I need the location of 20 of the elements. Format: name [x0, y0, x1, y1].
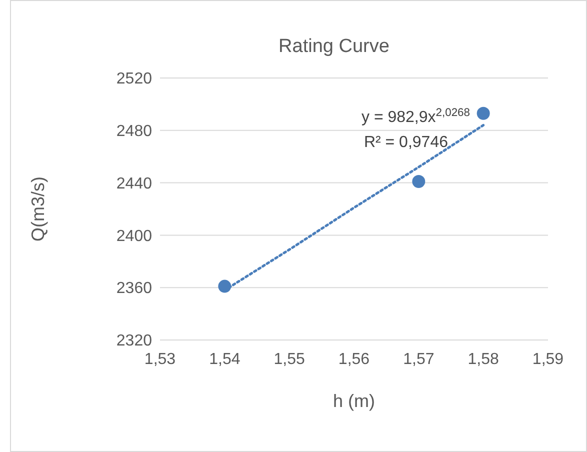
x-tick-label: 1,56 [338, 351, 370, 368]
y-tick-label: 2400 [116, 228, 152, 245]
point [476, 106, 490, 120]
y-axis-title: Q(m3/s) [28, 176, 48, 242]
x-tick-label: 1,58 [468, 351, 500, 368]
point [412, 174, 426, 188]
x-tick-label: 1,59 [532, 351, 564, 368]
x-tick-label: 1,55 [274, 351, 306, 368]
x-tick-label: 1,57 [403, 351, 434, 368]
annotation: R² = 0,9746 [364, 134, 448, 151]
y-tick-label: 2480 [116, 123, 152, 140]
x-tick-label: 1,53 [144, 351, 176, 368]
y-tick-label: 2440 [116, 175, 152, 192]
y-tick-label: 2360 [116, 280, 152, 298]
x-tick-label: 1,54 [209, 351, 240, 368]
y-tick-label: 2520 [116, 70, 152, 88]
x-axis-title: h (m) [333, 391, 375, 411]
annotation: y = 982,9x$^{2,0268}$ [362, 107, 470, 126]
chart-title: Rating Curve [278, 36, 390, 57]
y-tick-label: 2320 [116, 332, 152, 350]
